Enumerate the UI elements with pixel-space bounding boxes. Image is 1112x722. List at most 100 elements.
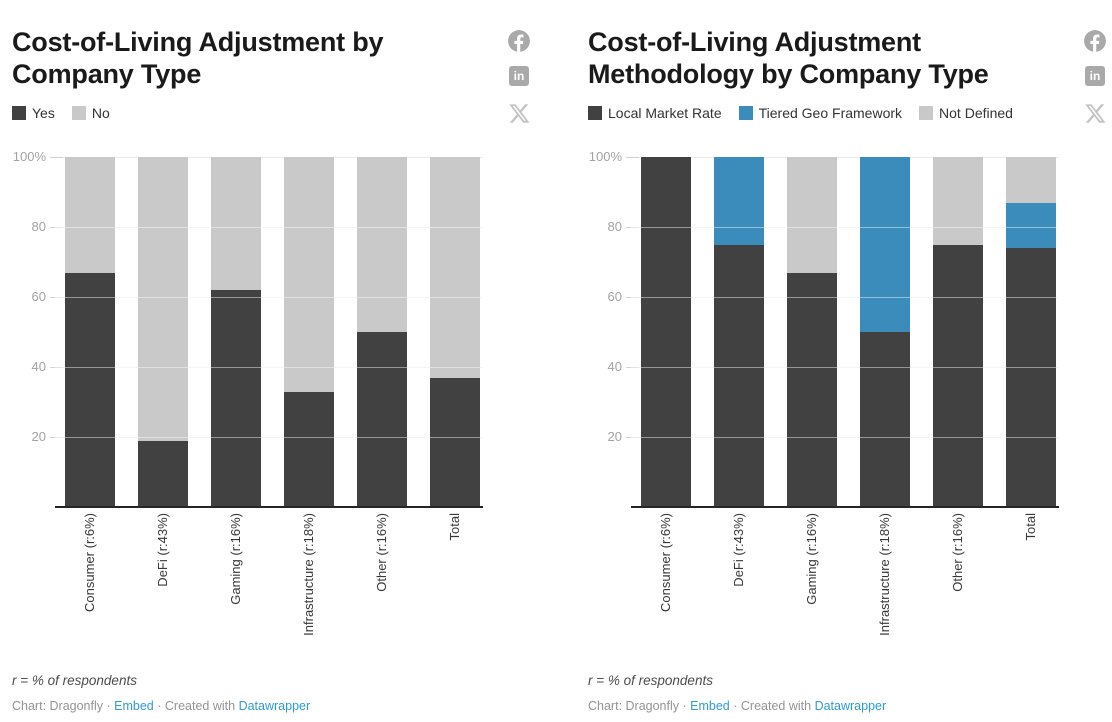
bar-segment[interactable] — [430, 157, 480, 378]
y-tick-mark — [626, 437, 639, 438]
x-axis-category-label: Gaming (r:16%) — [804, 513, 819, 605]
chart-panel-cola-methodology: Cost-of-Living Adjustment Methodology by… — [576, 0, 1112, 722]
y-axis-label: 60 — [607, 289, 622, 304]
x-axis-category-label: Infrastructure (r:18%) — [301, 513, 316, 636]
bar-segment[interactable] — [1006, 202, 1056, 248]
legend-swatch — [919, 106, 934, 120]
bar-segment[interactable] — [641, 157, 691, 507]
facebook-share-icon[interactable] — [508, 30, 530, 52]
bar-segment[interactable] — [1006, 157, 1056, 203]
x-axis-category-label: Consumer (r:6%) — [658, 513, 673, 612]
bar-segment[interactable] — [860, 332, 910, 507]
y-tick-mark — [50, 227, 63, 228]
bar-segment[interactable] — [714, 157, 764, 245]
x-share-icon[interactable] — [507, 102, 531, 126]
embed-link[interactable]: Embed — [690, 699, 730, 713]
x-axis-category-label: Total — [447, 513, 462, 541]
x-axis-category-label: Other (r:16%) — [374, 513, 389, 592]
bar-segment[interactable] — [284, 157, 334, 392]
stacked-bar-chart: 100% 80 60 40 20 Consumer (r:6%) DeFi (r:43%) G… — [13, 149, 483, 636]
facebook-icon-svg — [508, 30, 530, 52]
y-gridline — [631, 437, 1059, 438]
legend-item: Yes — [12, 105, 55, 121]
legend-item: No — [71, 105, 110, 121]
chart-byline: Chart: Dragonfly · Embed · Created with … — [588, 699, 886, 713]
x-icon-svg — [1085, 104, 1106, 123]
facebook-share-icon[interactable] — [1084, 30, 1106, 52]
y-gridline — [631, 227, 1059, 228]
x-axis-category-label: Other (r:16%) — [950, 513, 965, 592]
legend-label: Tiered Geo Framework — [758, 105, 903, 121]
y-gridline — [631, 157, 1059, 158]
legend-swatch — [588, 106, 602, 120]
datawrapper-link[interactable]: Datawrapper — [238, 699, 311, 713]
bar-segment[interactable] — [787, 157, 837, 273]
bar-segment[interactable] — [284, 391, 334, 507]
chart-legend: Local Market Rate Tiered Geo Framework Not… — [588, 105, 1013, 121]
y-axis-label: 60 — [31, 289, 46, 304]
y-tick-mark — [50, 157, 63, 158]
bar-segment[interactable] — [357, 332, 407, 507]
x-axis-category-label: DeFi (r:43%) — [155, 513, 170, 587]
y-gridline-overlay — [631, 227, 1059, 228]
bar-segment[interactable] — [211, 290, 261, 507]
byline-separator: · — [157, 699, 162, 713]
embed-link[interactable]: Embed — [114, 699, 154, 713]
y-axis-label: 20 — [31, 429, 46, 444]
bar-segment[interactable] — [430, 377, 480, 507]
y-axis-label: 20 — [607, 429, 622, 444]
bar-segment[interactable] — [933, 244, 983, 507]
chart-title: Cost-of-Living Adjustment by Company Typ… — [12, 27, 384, 89]
y-tick-mark — [50, 437, 63, 438]
byline-source: Chart: Dragonfly — [588, 699, 680, 713]
y-gridline — [631, 367, 1059, 368]
bar-segment[interactable] — [65, 272, 115, 507]
y-axis-label: 40 — [31, 359, 46, 374]
x-axis-baseline — [631, 506, 1059, 508]
y-gridline — [55, 227, 483, 228]
x-axis-category-label: Total — [1023, 513, 1038, 541]
y-axis-label: 80 — [607, 219, 622, 234]
chart-footnote: r = % of respondents — [12, 673, 137, 688]
y-gridline-overlay — [631, 297, 1059, 298]
legend-label: Not Defined — [939, 105, 1013, 121]
byline-separator: · — [733, 699, 738, 713]
bar-segment[interactable] — [714, 244, 764, 507]
chart-legend: Yes No — [12, 105, 110, 121]
byline-separator: · — [682, 699, 687, 713]
y-gridline — [55, 297, 483, 298]
y-axis-label: 100% — [588, 149, 622, 164]
bar-segment[interactable] — [357, 157, 407, 332]
bar-segment[interactable] — [138, 157, 188, 441]
y-gridline-overlay — [631, 367, 1059, 368]
y-axis-label: 80 — [31, 219, 46, 234]
x-share-icon[interactable] — [1083, 102, 1107, 126]
stacked-bar-chart: 100% 80 60 40 20 Consumer (r:6%) DeFi (r:43%) G… — [576, 0, 1112, 722]
bar-segment[interactable] — [860, 157, 910, 332]
legend-swatch — [738, 106, 753, 120]
chart-byline: Chart: Dragonfly · Embed · Created with … — [12, 699, 310, 713]
y-axis-label: 40 — [607, 359, 622, 374]
facebook-icon-svg — [1084, 30, 1106, 52]
legend-item: Tiered Geo Framework — [738, 105, 903, 121]
bar-segment[interactable] — [138, 440, 188, 507]
x-icon-svg — [509, 104, 530, 123]
bar-segment[interactable] — [933, 157, 983, 245]
datawrapper-link[interactable]: Datawrapper — [814, 699, 887, 713]
bar-segment[interactable] — [1006, 248, 1056, 507]
legend-label: Local Market Rate — [608, 105, 722, 121]
x-axis-baseline — [55, 506, 483, 508]
legend-item: Not Defined — [919, 105, 1013, 121]
chart-title: Cost-of-Living Adjustment Methodology by… — [588, 27, 989, 89]
y-tick-mark — [626, 227, 639, 228]
bar-segment[interactable] — [211, 157, 261, 290]
linkedin-share-icon[interactable]: in — [1085, 66, 1105, 86]
y-gridline — [55, 437, 483, 438]
linkedin-share-icon[interactable]: in — [509, 66, 529, 86]
chart-panel-cola-by-company-type: Cost-of-Living Adjustment by Company Typ… — [12, 27, 531, 713]
y-tick-mark — [50, 297, 63, 298]
bar-segment[interactable] — [787, 272, 837, 507]
y-gridline — [631, 297, 1059, 298]
bar-segment[interactable] — [65, 157, 115, 273]
byline-created-with: Created with — [164, 699, 236, 713]
